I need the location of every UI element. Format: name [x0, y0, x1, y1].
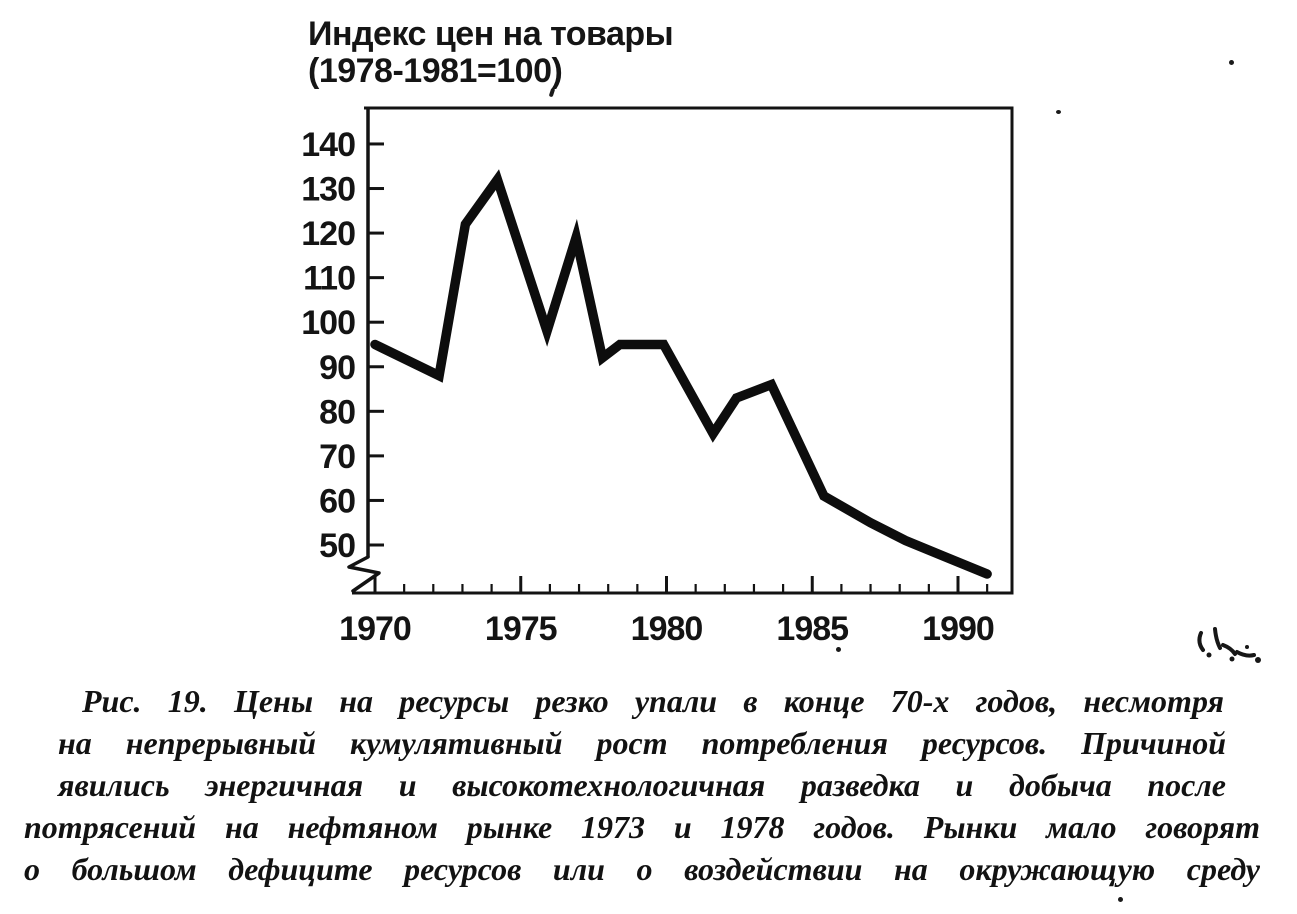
y-tick-label: 130: [301, 171, 355, 209]
y-tick-label: 50: [319, 527, 355, 565]
caption-line: на непрерывный кумулятивный рост потребл…: [58, 725, 1226, 761]
y-tick-label: 80: [319, 393, 355, 431]
caption-line: потрясений на нефтяном рынке 1973 и 1978…: [24, 809, 1260, 845]
caption-line: Рис. 19. Цены на ресурсы резко упали в к…: [82, 683, 1224, 719]
y-tick-label: 140: [301, 126, 355, 164]
chart-title-line1: Индекс цен на товары: [308, 15, 674, 53]
y-axis: 50 60 70 80 90 100 110 120 130 140: [301, 126, 384, 565]
x-tick-label: 1985: [776, 610, 848, 648]
y-tick-label: 120: [301, 215, 355, 253]
y-tick-label: 110: [303, 260, 355, 298]
ink-smudge: [1197, 627, 1261, 663]
x-tick-label: 1980: [631, 610, 703, 648]
x-tick-label: 1970: [339, 610, 411, 648]
caption-line: о большом дефиците ресурсов или о воздей…: [24, 851, 1260, 887]
figure-caption: Рис. 19. Цены на ресурсы резко упали в к…: [24, 680, 1260, 890]
scan-speck: [1229, 60, 1234, 65]
y-tick-label: 70: [319, 438, 355, 476]
y-tick-label: 60: [319, 482, 355, 520]
y-tick-label: 90: [319, 349, 355, 387]
scan-speck: [1056, 110, 1061, 114]
x-tick-label: 1975: [485, 610, 557, 648]
chart-title: Индекс цен на товары (1978-1981=100): [308, 15, 674, 90]
plot-frame: [347, 106, 1014, 595]
x-tick-label: 1990: [922, 610, 994, 648]
price-index-line: [370, 169, 992, 579]
scan-speck: [836, 647, 841, 652]
x-axis: 1970 1975 1980 1985 1990: [339, 576, 995, 648]
axis-break-icon: [347, 555, 381, 593]
chart-title-line2: (1978-1981=100): [308, 52, 563, 90]
y-tick-label: 100: [301, 304, 355, 342]
caption-line: явились энергичная и высокотехнологичная…: [58, 767, 1226, 803]
scan-speck: [1118, 897, 1123, 902]
